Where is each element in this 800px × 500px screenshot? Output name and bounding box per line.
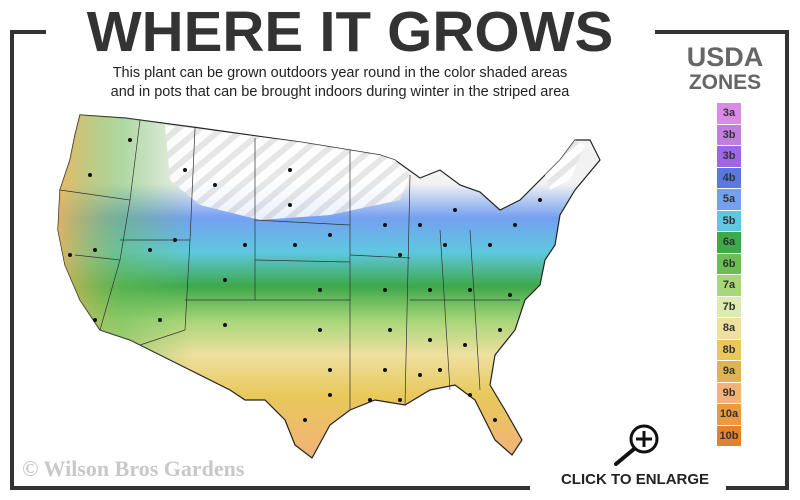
legend-zone-10b: 10b <box>717 425 741 446</box>
city-dot <box>468 288 472 292</box>
city-dot <box>158 318 162 322</box>
city-dot <box>488 243 492 247</box>
subtitle-line-1: This plant can be grown outdoors year ro… <box>112 65 568 81</box>
legend-zone-3b: 3b <box>717 124 741 145</box>
city-dot <box>463 343 467 347</box>
city-dot <box>328 368 332 372</box>
zone-legend: 3a 3b 3b 4b 5a 5b 6a 6b 7a 7b 8a 8b 9a 9b 10a 10b <box>717 103 741 447</box>
legend-zone-7a: 7a <box>717 275 741 296</box>
city-dot <box>368 398 372 402</box>
city-dot <box>288 203 292 207</box>
frame-bottom-right <box>726 486 789 490</box>
legend-zone-8a: 8a <box>717 318 741 339</box>
legend-zone-8b: 8b <box>717 339 741 360</box>
city-dot <box>288 168 292 172</box>
legend-zone-9b: 9b <box>717 382 741 403</box>
city-dot <box>128 138 132 142</box>
striped-area <box>165 125 410 220</box>
city-dot <box>68 253 72 257</box>
click-to-enlarge-button[interactable]: CLICK TO ENLARGE <box>560 471 710 488</box>
city-dot <box>223 323 227 327</box>
frame-bottom-left <box>10 486 530 490</box>
city-dot <box>398 253 402 257</box>
legend-zone-4b: 4b <box>717 167 741 188</box>
frame-top-left <box>10 30 46 34</box>
legend-zone-7b: 7b <box>717 296 741 317</box>
city-dot <box>223 278 227 282</box>
legend-zone-3a: 3a <box>717 103 741 124</box>
city-dot <box>428 288 432 292</box>
city-dot <box>493 418 497 422</box>
city-dot <box>383 368 387 372</box>
city-dot <box>443 243 447 247</box>
city-dot <box>383 223 387 227</box>
city-dot <box>418 373 422 377</box>
city-dot <box>213 183 217 187</box>
city-dot <box>328 393 332 397</box>
city-dot <box>538 198 542 202</box>
frame-left <box>10 30 14 490</box>
city-dot <box>388 328 392 332</box>
frame-top-right <box>655 30 789 34</box>
frame-right <box>785 30 789 490</box>
city-dot <box>398 398 402 402</box>
magnifier-plus-icon[interactable] <box>608 422 664 466</box>
legend-zone-10a: 10a <box>717 404 741 425</box>
city-dot <box>318 328 322 332</box>
legend-title-zones: ZONES <box>688 71 762 94</box>
legend-zone-9a: 9a <box>717 361 741 382</box>
city-dot <box>508 293 512 297</box>
state-borders <box>59 119 520 410</box>
legend-zone-6b: 6b <box>717 253 741 274</box>
city-dot <box>88 173 92 177</box>
city-dot <box>513 223 517 227</box>
city-dot <box>243 243 247 247</box>
city-dots <box>68 138 542 422</box>
city-dot <box>318 288 322 292</box>
city-dot <box>303 418 307 422</box>
subtitle-line-2: and in pots that can be brought indoors … <box>110 84 570 100</box>
legend-zone-3b: 3b <box>717 146 741 167</box>
city-dot <box>418 223 422 227</box>
city-dot <box>328 233 332 237</box>
legend-zone-5a: 5a <box>717 189 741 210</box>
city-dot <box>293 243 297 247</box>
city-dot <box>93 318 97 322</box>
city-dot <box>428 338 432 342</box>
city-dot <box>498 328 502 332</box>
page-title: WHERE IT GROWS <box>86 0 614 64</box>
legend-title-usda: USDA <box>686 42 764 72</box>
copyright-watermark: © Wilson Bros Gardens <box>22 456 245 481</box>
city-dot <box>383 288 387 292</box>
city-dot <box>468 393 472 397</box>
city-dot <box>148 248 152 252</box>
city-dot <box>438 368 442 372</box>
city-dot <box>173 238 177 242</box>
city-dot <box>453 208 457 212</box>
west-coast-zones <box>58 115 600 458</box>
legend-zone-5b: 5b <box>717 210 741 231</box>
city-dot <box>93 248 97 252</box>
legend-zone-6a: 6a <box>717 232 741 253</box>
striped-area-northeast <box>545 140 585 190</box>
city-dot <box>183 168 187 172</box>
